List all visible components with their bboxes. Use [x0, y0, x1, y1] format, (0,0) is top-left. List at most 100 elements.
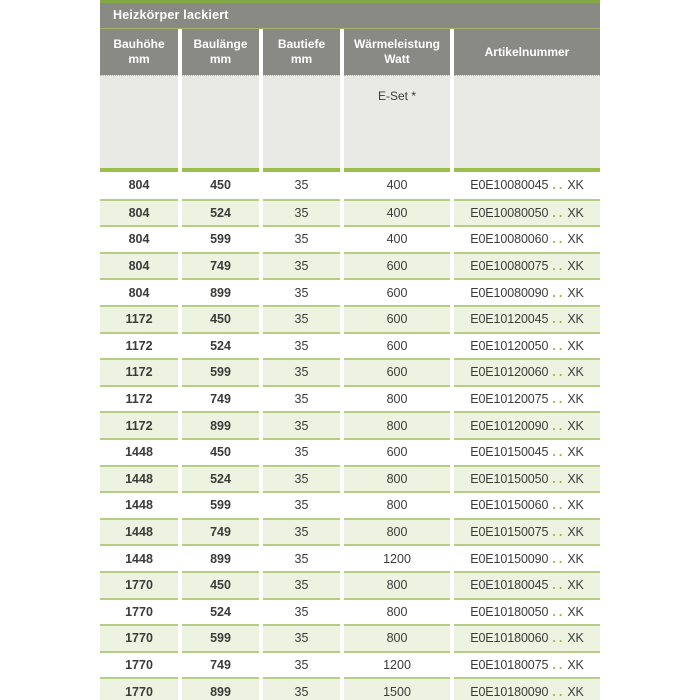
table-row: 1448 749 35 800 E0E10150075 .. XK: [100, 517, 600, 545]
cell-watt: 800: [344, 384, 450, 412]
cell-watt: 600: [344, 278, 450, 305]
table-row: 1770 599 35 800 E0E10180060 .. XK: [100, 624, 600, 651]
table-row: 1448 450 35 600 E0E10150045 .. XK: [100, 437, 600, 465]
cell-bautiefe: 35: [263, 570, 340, 598]
cell-bauhoehe: 1770: [100, 650, 178, 678]
table-row: 1770 450 35 800 E0E10180045 .. XK: [100, 570, 600, 598]
cell-watt: 800: [344, 597, 450, 625]
cell-artikelnummer: E0E10120060 .. XK: [454, 358, 600, 385]
table-row: 1172 524 35 600 E0E10120050 .. XK: [100, 331, 600, 359]
cell-watt: 1200: [344, 544, 450, 571]
article-suffix: XK: [567, 684, 584, 699]
article-code: E0E10120045: [470, 312, 549, 327]
cell-artikelnummer: E0E10180050 .. XK: [454, 597, 600, 625]
subheader-cell-bauhoehe: [100, 75, 178, 168]
cell-bauhoehe: 1172: [100, 411, 178, 438]
cell-baulaenge: 599: [182, 358, 259, 385]
cell-bautiefe: 35: [263, 198, 340, 226]
cell-artikelnummer: E0E10080045 .. XK: [454, 172, 600, 199]
cell-watt: 800: [344, 464, 450, 492]
article-suffix: XK: [567, 471, 584, 486]
table-body: 804 450 35 400 E0E10080045 .. XK 804 524…: [100, 172, 600, 700]
cell-baulaenge: 899: [182, 411, 259, 438]
cell-bauhoehe: 1172: [100, 304, 178, 332]
column-label: Bauhöhe: [113, 37, 165, 51]
table-title: Heizkörper lackiert: [100, 3, 600, 28]
column-label: Artikelnummer: [484, 44, 570, 59]
cell-watt: 800: [344, 517, 450, 545]
cell-baulaenge: 599: [182, 225, 259, 252]
article-dots: ..: [552, 338, 566, 353]
cell-artikelnummer: E0E10150075 .. XK: [454, 517, 600, 545]
table-row: 1770 524 35 800 E0E10180050 .. XK: [100, 597, 600, 625]
article-suffix: XK: [567, 445, 584, 460]
subheader-cell-baulaenge: [182, 75, 259, 168]
article-suffix: XK: [567, 578, 584, 593]
cell-watt: 400: [344, 225, 450, 252]
article-code: E0E10120075: [470, 392, 549, 407]
cell-bauhoehe: 1172: [100, 331, 178, 359]
column-header-artikelnummer: Artikelnummer: [454, 29, 600, 75]
article-code: E0E10080075: [470, 259, 549, 274]
article-code: E0E10080050: [470, 205, 549, 220]
cell-baulaenge: 599: [182, 624, 259, 651]
cell-artikelnummer: E0E10120050 .. XK: [454, 331, 600, 359]
cell-watt: 800: [344, 624, 450, 651]
column-label: Bautiefe: [277, 37, 326, 51]
column-unit: Watt: [384, 52, 410, 66]
article-dots: ..: [552, 578, 566, 593]
article-dots: ..: [552, 631, 566, 646]
cell-bauhoehe: 1172: [100, 358, 178, 385]
cell-artikelnummer: E0E10150090 .. XK: [454, 544, 600, 571]
table-row: 804 749 35 600 E0E10080075 .. XK: [100, 251, 600, 279]
subheader-cell-artikelnummer: [454, 75, 600, 168]
article-dots: ..: [552, 604, 566, 619]
cell-artikelnummer: E0E10180045 .. XK: [454, 570, 600, 598]
table-top-accent-line: [100, 0, 600, 3]
article-dots: ..: [552, 392, 566, 407]
article-code: E0E10150090: [470, 551, 549, 566]
cell-watt: 600: [344, 437, 450, 465]
subheader-eset-label: E-Set *: [344, 75, 450, 168]
cell-watt: 600: [344, 304, 450, 332]
table-row: 804 450 35 400 E0E10080045 .. XK: [100, 172, 600, 199]
column-label: Wärmeleistung: [353, 37, 440, 51]
article-suffix: XK: [567, 498, 584, 513]
cell-artikelnummer: E0E10150060 .. XK: [454, 491, 600, 518]
cell-watt: 400: [344, 198, 450, 226]
cell-bauhoehe: 1770: [100, 570, 178, 598]
cell-baulaenge: 450: [182, 570, 259, 598]
article-suffix: XK: [567, 205, 584, 220]
cell-watt: 600: [344, 251, 450, 279]
cell-artikelnummer: E0E10080090 .. XK: [454, 278, 600, 305]
table-row: 1172 450 35 600 E0E10120045 .. XK: [100, 304, 600, 332]
cell-bauhoehe: 804: [100, 251, 178, 279]
cell-baulaenge: 899: [182, 544, 259, 571]
table-row: 1448 899 35 1200 E0E10150090 .. XK: [100, 544, 600, 571]
article-code: E0E10180090: [470, 684, 549, 699]
article-code: E0E10150075: [470, 525, 549, 540]
column-unit: mm: [290, 52, 313, 66]
column-unit: mm: [128, 52, 150, 66]
article-code: E0E10180050: [470, 604, 549, 619]
cell-artikelnummer: E0E10080075 .. XK: [454, 251, 600, 279]
cell-bautiefe: 35: [263, 464, 340, 492]
cell-artikelnummer: E0E10180075 .. XK: [454, 650, 600, 678]
article-suffix: XK: [567, 604, 584, 619]
article-code: E0E10150060: [470, 498, 549, 513]
cell-bautiefe: 35: [263, 304, 340, 332]
table-row: 1448 524 35 800 E0E10150050 .. XK: [100, 464, 600, 492]
cell-bautiefe: 35: [263, 624, 340, 651]
article-suffix: XK: [567, 418, 584, 433]
cell-bautiefe: 35: [263, 677, 340, 700]
cell-bautiefe: 35: [263, 251, 340, 279]
article-dots: ..: [552, 445, 566, 460]
cell-artikelnummer: E0E10120090 .. XK: [454, 411, 600, 438]
article-suffix: XK: [567, 631, 584, 646]
article-dots: ..: [552, 312, 566, 327]
cell-watt: 600: [344, 331, 450, 359]
cell-bautiefe: 35: [263, 544, 340, 571]
article-dots: ..: [552, 498, 566, 513]
article-dots: ..: [552, 418, 566, 433]
table-row: 804 524 35 400 E0E10080050 .. XK: [100, 198, 600, 226]
